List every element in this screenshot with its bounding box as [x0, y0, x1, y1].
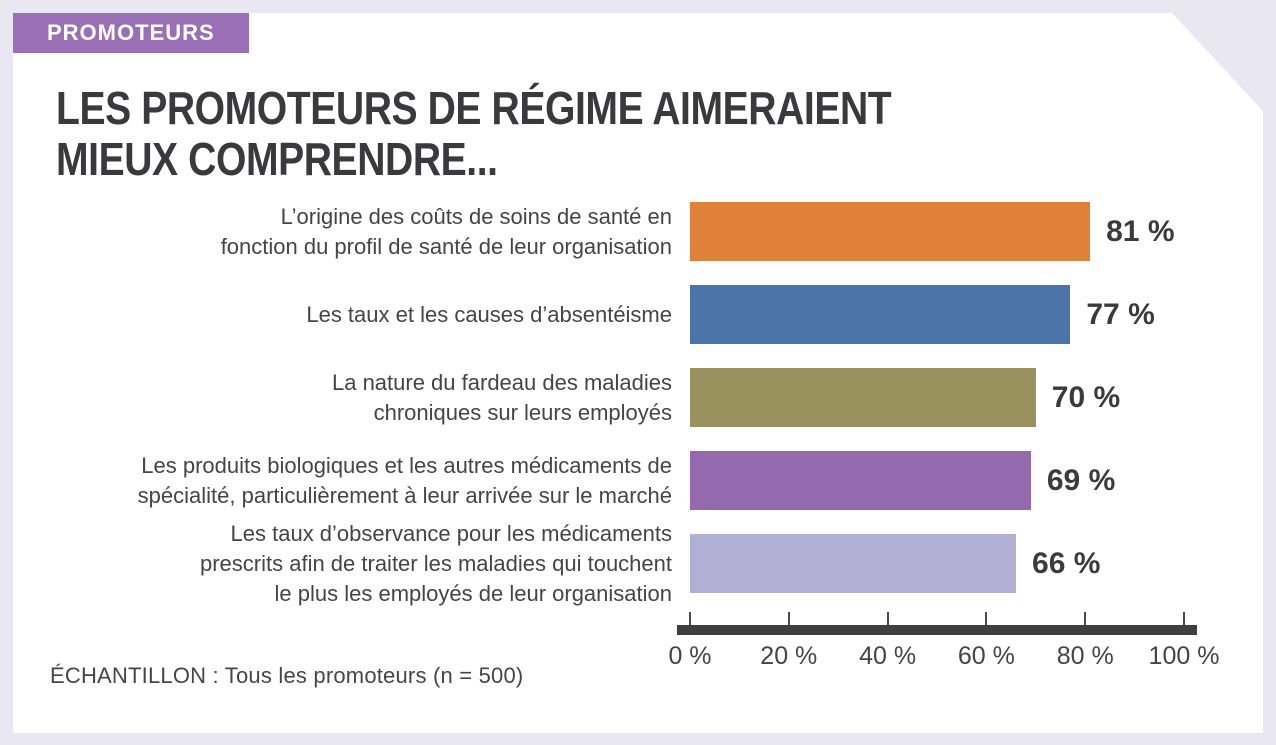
x-axis-tick-mark [1084, 612, 1087, 625]
x-axis-tick-mark [886, 612, 889, 625]
bar-chart: L’origine des coûts de soins de santé en… [13, 202, 1263, 617]
bar-value-label: 77 % [1086, 297, 1155, 331]
infographic-card: PROMOTEURS LES PROMOTEURS DE RÉGIME AIME… [13, 13, 1263, 733]
x-axis-tick-label: 60 % [957, 642, 1015, 670]
bar [690, 368, 1036, 427]
bar [690, 534, 1017, 593]
x-axis: 0 % 20 % 40 % 60 % 80 % 100 % [13, 612, 1263, 702]
x-axis-tick-label: 0 % [668, 642, 712, 670]
bar-category-label: La nature du fardeau des maladies chroniq… [26, 368, 672, 428]
bar-category-label-line: chroniques sur leurs employés [373, 399, 672, 425]
x-axis-line [677, 625, 1197, 635]
x-axis-tick-mark [985, 612, 988, 625]
chart-row: La nature du fardeau des maladies chroniq… [13, 368, 1263, 427]
category-badge-label: PROMOTEURS [47, 20, 215, 45]
x-axis-tick-mark [787, 612, 790, 625]
bar-category-label-line: Les taux et les causes d’absentéisme [306, 301, 672, 327]
bar-category-label-line: prescrits afin de traiter les maladies q… [199, 550, 672, 576]
bar [690, 451, 1031, 510]
chart-title: LES PROMOTEURS DE RÉGIME AIMERAIENT MIEU… [56, 82, 892, 185]
chart-title-line2: MIEUX COMPRENDRE... [56, 133, 498, 185]
bar-category-label: L’origine des coûts de soins de santé en… [26, 202, 672, 262]
bar-value-label: 69 % [1046, 463, 1116, 497]
x-axis-tick-mark [1183, 612, 1185, 625]
bar [690, 285, 1071, 344]
bar-category-label-line: Les taux d’observance pour les médicamen… [230, 520, 672, 546]
bar-category-label-line: fonction du profil de santé de leur orga… [220, 233, 672, 259]
x-axis-tick-mark [689, 612, 691, 625]
sample-note: ÉCHANTILLON : Tous les promoteurs (n = 5… [50, 663, 524, 688]
bar-category-label-line: le plus les employés de leur organisatio… [274, 580, 672, 606]
bar-category-label: Les taux et les causes d’absentéisme [26, 300, 672, 330]
chart-row: Les taux et les causes d’absentéisme 77 % [13, 285, 1263, 344]
x-axis-tick-label: 20 % [760, 642, 818, 670]
chart-row: L’origine des coûts de soins de santé en… [13, 202, 1263, 261]
bar [690, 202, 1091, 261]
bar-value-label: 66 % [1032, 546, 1101, 580]
bar-category-label-line: L’origine des coûts de soins de santé en [280, 203, 672, 229]
bar-value-label: 70 % [1051, 380, 1121, 414]
x-axis-tick-label: 100 % [1148, 642, 1220, 670]
bar-category-label: Les produits biologiques et les autres m… [26, 451, 672, 511]
chart-row: Les taux d’observance pour les médicamen… [13, 521, 1263, 606]
bar-category-label-line: La nature du fardeau des maladies [331, 369, 672, 395]
chart-title-line1: LES PROMOTEURS DE RÉGIME AIMERAIENT [56, 82, 892, 134]
bar-value-label: 81 % [1106, 214, 1175, 248]
x-axis-tick-label: 40 % [859, 642, 917, 670]
bar-category-label-line: Les produits biologiques et les autres m… [141, 452, 672, 478]
bar-category-label: Les taux d’observance pour les médicamen… [26, 519, 672, 609]
bar-category-label-line: spécialité, particulièrement à leur arri… [137, 482, 672, 508]
category-badge: PROMOTEURS [13, 13, 249, 53]
chart-row: Les produits biologiques et les autres m… [13, 451, 1263, 510]
x-axis-tick-label: 80 % [1056, 642, 1114, 670]
